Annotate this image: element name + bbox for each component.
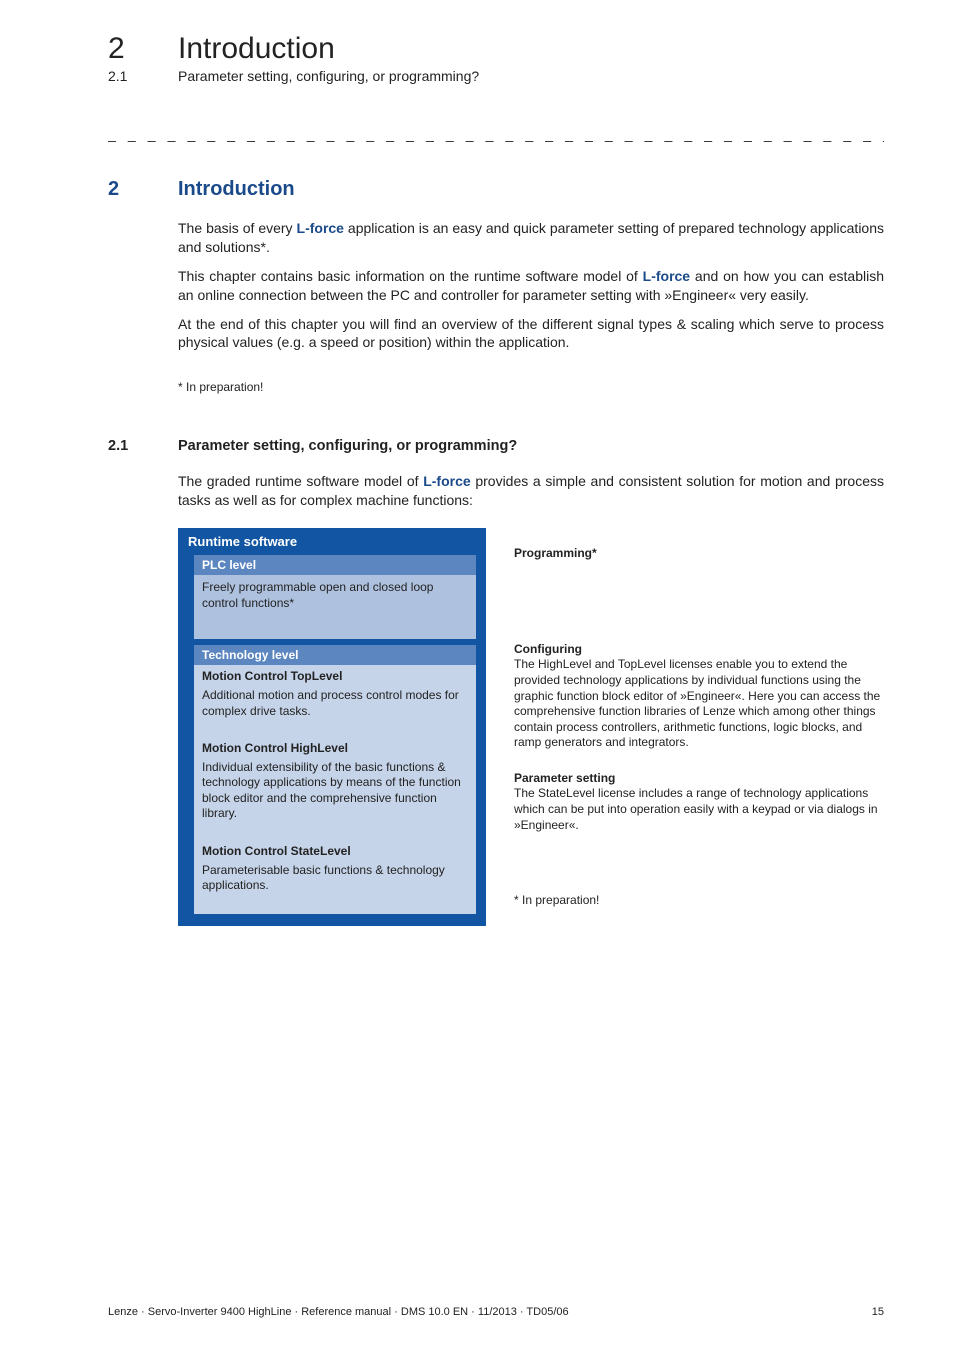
plc-level-body: Freely programmable open and closed loop… bbox=[194, 575, 476, 639]
divider: _ _ _ _ _ _ _ _ _ _ _ _ _ _ _ _ _ _ _ _ … bbox=[108, 126, 884, 142]
page-number: 15 bbox=[872, 1306, 884, 1318]
subsection-heading: 2.1 Parameter setting, configuring, or p… bbox=[108, 438, 884, 454]
parameter-setting-body: The StateLevel license includes a range … bbox=[514, 786, 884, 833]
intro-paragraph-2: This chapter contains basic information … bbox=[178, 267, 884, 305]
level-toplevel: Motion Control TopLevel Additional motio… bbox=[202, 669, 468, 719]
subheader-number: 2.1 bbox=[108, 68, 178, 84]
lforce-link[interactable]: L-force bbox=[423, 473, 470, 489]
footer-left: Lenze · Servo-Inverter 9400 HighLine · R… bbox=[108, 1306, 569, 1318]
right-column: Programming* Configuring The HighLevel a… bbox=[514, 528, 884, 926]
subsection-number: 2.1 bbox=[108, 438, 178, 454]
chapter-number: 2 bbox=[108, 32, 178, 66]
runtime-software-box: Runtime software PLC level Freely progra… bbox=[178, 528, 486, 926]
page-subheader: 2.1 Parameter setting, configuring, or p… bbox=[108, 68, 884, 84]
runtime-box-title: Runtime software bbox=[178, 528, 486, 549]
text: The basis of every bbox=[178, 220, 297, 236]
intro-paragraph-3: At the end of this chapter you will find… bbox=[178, 315, 884, 353]
level-statelevel: Motion Control StateLevel Parameterisabl… bbox=[202, 844, 468, 894]
level-desc: Parameterisable basic functions & techno… bbox=[202, 863, 468, 894]
plc-level-box: PLC level Freely programmable open and c… bbox=[194, 555, 476, 639]
lforce-link[interactable]: L-force bbox=[297, 220, 344, 236]
subsection-title: Parameter setting, configuring, or progr… bbox=[178, 438, 517, 454]
technology-level-box: Technology level Motion Control TopLevel… bbox=[194, 645, 476, 914]
text: This chapter contains basic information … bbox=[178, 268, 643, 284]
section-heading: 2 Introduction bbox=[108, 178, 884, 201]
level-desc: Individual extensibility of the basic fu… bbox=[202, 760, 468, 822]
configuring-body: The HighLevel and TopLevel licenses enab… bbox=[514, 657, 884, 751]
level-title: Motion Control StateLevel bbox=[202, 844, 468, 860]
footnote: * In preparation! bbox=[178, 380, 884, 394]
section-title: Introduction bbox=[178, 178, 295, 201]
runtime-layout: Runtime software PLC level Freely progra… bbox=[178, 528, 884, 926]
parameter-setting-heading: Parameter setting bbox=[514, 771, 884, 787]
page-footer: Lenze · Servo-Inverter 9400 HighLine · R… bbox=[108, 1306, 884, 1318]
plc-level-header: PLC level bbox=[194, 555, 476, 575]
subheader-title: Parameter setting, configuring, or progr… bbox=[178, 68, 479, 84]
text: The graded runtime software model of bbox=[178, 473, 423, 489]
level-title: Motion Control HighLevel bbox=[202, 741, 468, 757]
intro-paragraph-1: The basis of every L-force application i… bbox=[178, 219, 884, 257]
level-desc: Additional motion and process control mo… bbox=[202, 688, 468, 719]
configuring-heading: Configuring bbox=[514, 642, 884, 658]
section-number: 2 bbox=[108, 178, 178, 201]
technology-level-header: Technology level bbox=[194, 645, 476, 665]
level-title: Motion Control TopLevel bbox=[202, 669, 468, 685]
subsection-intro: The graded runtime software model of L-f… bbox=[178, 472, 884, 510]
lforce-link[interactable]: L-force bbox=[643, 268, 690, 284]
programming-heading: Programming* bbox=[514, 546, 884, 562]
chapter-title: Introduction bbox=[178, 32, 335, 66]
right-footnote: * In preparation! bbox=[514, 893, 884, 909]
page-header: 2 Introduction bbox=[108, 32, 884, 66]
level-highlevel: Motion Control HighLevel Individual exte… bbox=[202, 741, 468, 822]
